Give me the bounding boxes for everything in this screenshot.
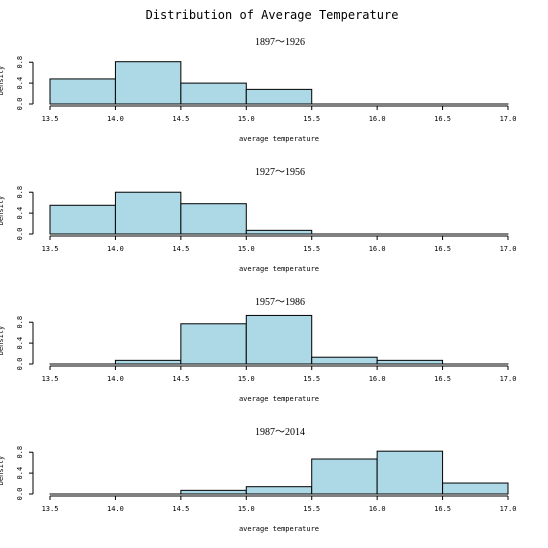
x-tick-label: 16.5 bbox=[434, 115, 451, 123]
histogram-panel-3: 1957〜1986 13.5 14.0 14.5 15.0 15.5 16.0 16.5 17.… bbox=[0, 297, 516, 403]
y-tick-label: 0.8 bbox=[16, 316, 24, 329]
x-tick-label: 14.5 bbox=[172, 505, 189, 513]
y-tick-label: 0.8 bbox=[16, 446, 24, 459]
x-tick-label: 14.0 bbox=[107, 245, 124, 253]
histogram-bar bbox=[245, 314, 313, 365]
x-tick-label: 14.5 bbox=[172, 245, 189, 253]
histogram-bar bbox=[114, 359, 182, 365]
x-tick-label: 13.5 bbox=[42, 245, 59, 253]
histogram-bar bbox=[311, 356, 378, 365]
x-tick-label: 15.0 bbox=[238, 375, 255, 383]
y-tick-label: 0.4 bbox=[16, 77, 24, 90]
histogram-bar bbox=[245, 88, 313, 105]
histogram-bar bbox=[49, 78, 116, 105]
x-tick-label: 15.0 bbox=[238, 245, 255, 253]
x-tick-label: 16.5 bbox=[434, 245, 451, 253]
x-tick-label: 13.5 bbox=[42, 375, 59, 383]
y-axis-label: Density bbox=[0, 326, 5, 356]
x-tick-label: 15.5 bbox=[303, 245, 320, 253]
y-tick-label: 0.8 bbox=[16, 56, 24, 69]
x-tick-label: 17.0 bbox=[500, 115, 517, 123]
x-tick-label: 14.0 bbox=[107, 375, 124, 383]
y-tick-label: 0.0 bbox=[16, 98, 24, 111]
figure-title: Distribution of Average Temperature bbox=[146, 8, 399, 22]
x-tick-label: 17.0 bbox=[500, 505, 517, 513]
panel-subtitle: 1957〜1986 bbox=[255, 297, 305, 308]
x-tick-label: 16.0 bbox=[369, 115, 386, 123]
x-axis-label: average temperature bbox=[239, 395, 319, 403]
panel-subtitle: 1927〜1956 bbox=[255, 167, 305, 178]
x-tick-label: 16.0 bbox=[369, 505, 386, 513]
x-tick-label: 14.0 bbox=[107, 505, 124, 513]
x-axis-label: average temperature bbox=[239, 525, 319, 533]
histogram-bar bbox=[245, 229, 313, 235]
histogram-panel-1: 1897〜1926 13.5 14.0 14.5 15.0 15.5 16.0 16.5 17.… bbox=[0, 37, 516, 143]
x-tick-label: 17.0 bbox=[500, 375, 517, 383]
histogram-bar bbox=[114, 191, 182, 235]
y-tick-label: 0.4 bbox=[16, 467, 24, 480]
x-tick-label: 15.0 bbox=[238, 115, 255, 123]
x-axis-label: average temperature bbox=[239, 265, 319, 273]
x-tick-label: 15.5 bbox=[303, 505, 320, 513]
x-tick-label: 13.5 bbox=[42, 505, 59, 513]
x-tick-label: 16.5 bbox=[434, 375, 451, 383]
y-tick-label: 0.8 bbox=[16, 186, 24, 199]
histogram-bar bbox=[180, 203, 247, 235]
x-tick-label: 15.5 bbox=[303, 375, 320, 383]
histogram-bar bbox=[245, 486, 313, 495]
y-tick-label: 0.4 bbox=[16, 207, 24, 220]
x-tick-label: 15.0 bbox=[238, 505, 255, 513]
histogram-bar bbox=[376, 359, 444, 365]
histogram-panel-2: 1927〜1956 13.5 14.0 14.5 15.0 15.5 16.0 16.5 17.… bbox=[0, 167, 516, 273]
y-tick-label: 0.0 bbox=[16, 488, 24, 501]
histogram-panel-4: 1987〜2014 13.5 14.0 14.5 15.0 15.5 16.0 16.5 17.… bbox=[0, 427, 516, 533]
y-axis-label: Density bbox=[0, 196, 5, 226]
x-tick-label: 14.0 bbox=[107, 115, 124, 123]
histogram-bar bbox=[442, 482, 509, 495]
y-axis-label: Density bbox=[0, 456, 5, 486]
histogram-bar bbox=[180, 323, 247, 365]
histogram-bar bbox=[311, 458, 378, 495]
y-tick-label: 0.4 bbox=[16, 337, 24, 350]
histogram-bar bbox=[180, 489, 247, 495]
histogram-bar bbox=[49, 204, 116, 235]
histogram-bar bbox=[114, 61, 182, 105]
histogram-bar bbox=[376, 450, 444, 495]
panel-subtitle: 1897〜1926 bbox=[255, 37, 305, 48]
x-tick-label: 16.0 bbox=[369, 375, 386, 383]
panel-subtitle: 1987〜2014 bbox=[255, 427, 305, 438]
x-tick-label: 17.0 bbox=[500, 245, 517, 253]
x-tick-label: 14.5 bbox=[172, 115, 189, 123]
y-axis-label: Density bbox=[0, 66, 5, 96]
x-axis-label: average temperature bbox=[239, 135, 319, 143]
histogram-bar bbox=[180, 82, 247, 105]
x-tick-label: 16.0 bbox=[369, 245, 386, 253]
y-tick-label: 0.0 bbox=[16, 228, 24, 241]
x-tick-label: 16.5 bbox=[434, 505, 451, 513]
y-tick-label: 0.0 bbox=[16, 358, 24, 371]
x-tick-label: 15.5 bbox=[303, 115, 320, 123]
x-tick-label: 14.5 bbox=[172, 375, 189, 383]
x-tick-label: 13.5 bbox=[42, 115, 59, 123]
